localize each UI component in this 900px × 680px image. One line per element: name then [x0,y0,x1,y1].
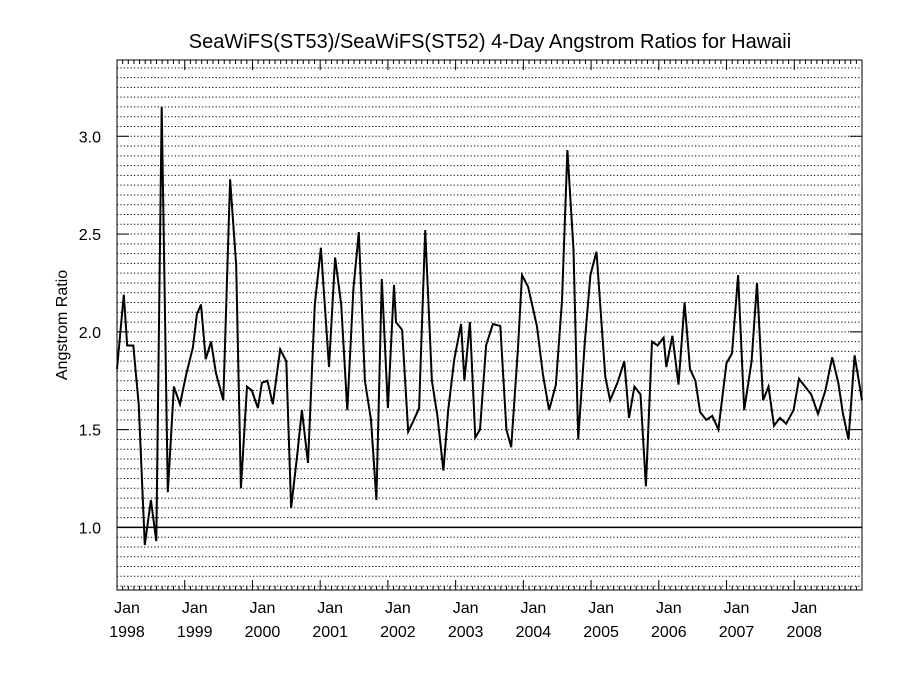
x-tick-label-month: Jan [588,600,614,617]
x-tick-label-year: 2007 [719,624,755,641]
x-tick-label-month: Jan [791,600,817,617]
grid-lines [117,68,862,586]
x-tick-label-year: 2008 [786,624,822,641]
x-tick-label-month: Jan [453,600,479,617]
x-tick-label-month: Jan [250,600,276,617]
x-tick-label-year: 2006 [651,624,687,641]
x-tick-label-month: Jan [182,600,208,617]
y-tick-label: 2.0 [79,325,101,342]
x-tick-label-month: Jan [520,600,546,617]
x-tick-label-year: 2004 [516,624,552,641]
y-tick-label: 1.5 [79,423,101,440]
x-tick-label-month: Jan [385,600,411,617]
x-tick-label-month: Jan [656,600,682,617]
series-line [117,107,862,545]
x-tick-label-year: 1998 [109,624,145,641]
y-tick-label: 2.5 [79,227,101,244]
plot-frame [117,60,862,590]
x-tick-label-month: Jan [114,600,140,617]
x-tick-label-year: 2005 [583,624,619,641]
x-tick-label-year: 2001 [312,624,348,641]
data-series [117,107,862,545]
y-tick-label: 1.0 [79,520,101,537]
x-tick-label-year: 2003 [448,624,484,641]
y-axis-label: Angstrom Ratio [54,270,71,380]
x-tick-label-year: 2000 [245,624,281,641]
x-tick-label-month: Jan [724,600,750,617]
x-tick-label-month: Jan [317,600,343,617]
x-tick-label-year: 2002 [380,624,416,641]
y-tick-label: 3.0 [79,129,101,146]
chart-title: SeaWiFS(ST53)/SeaWiFS(ST52) 4-Day Angstr… [189,31,791,53]
x-tick-label-year: 1999 [177,624,213,641]
